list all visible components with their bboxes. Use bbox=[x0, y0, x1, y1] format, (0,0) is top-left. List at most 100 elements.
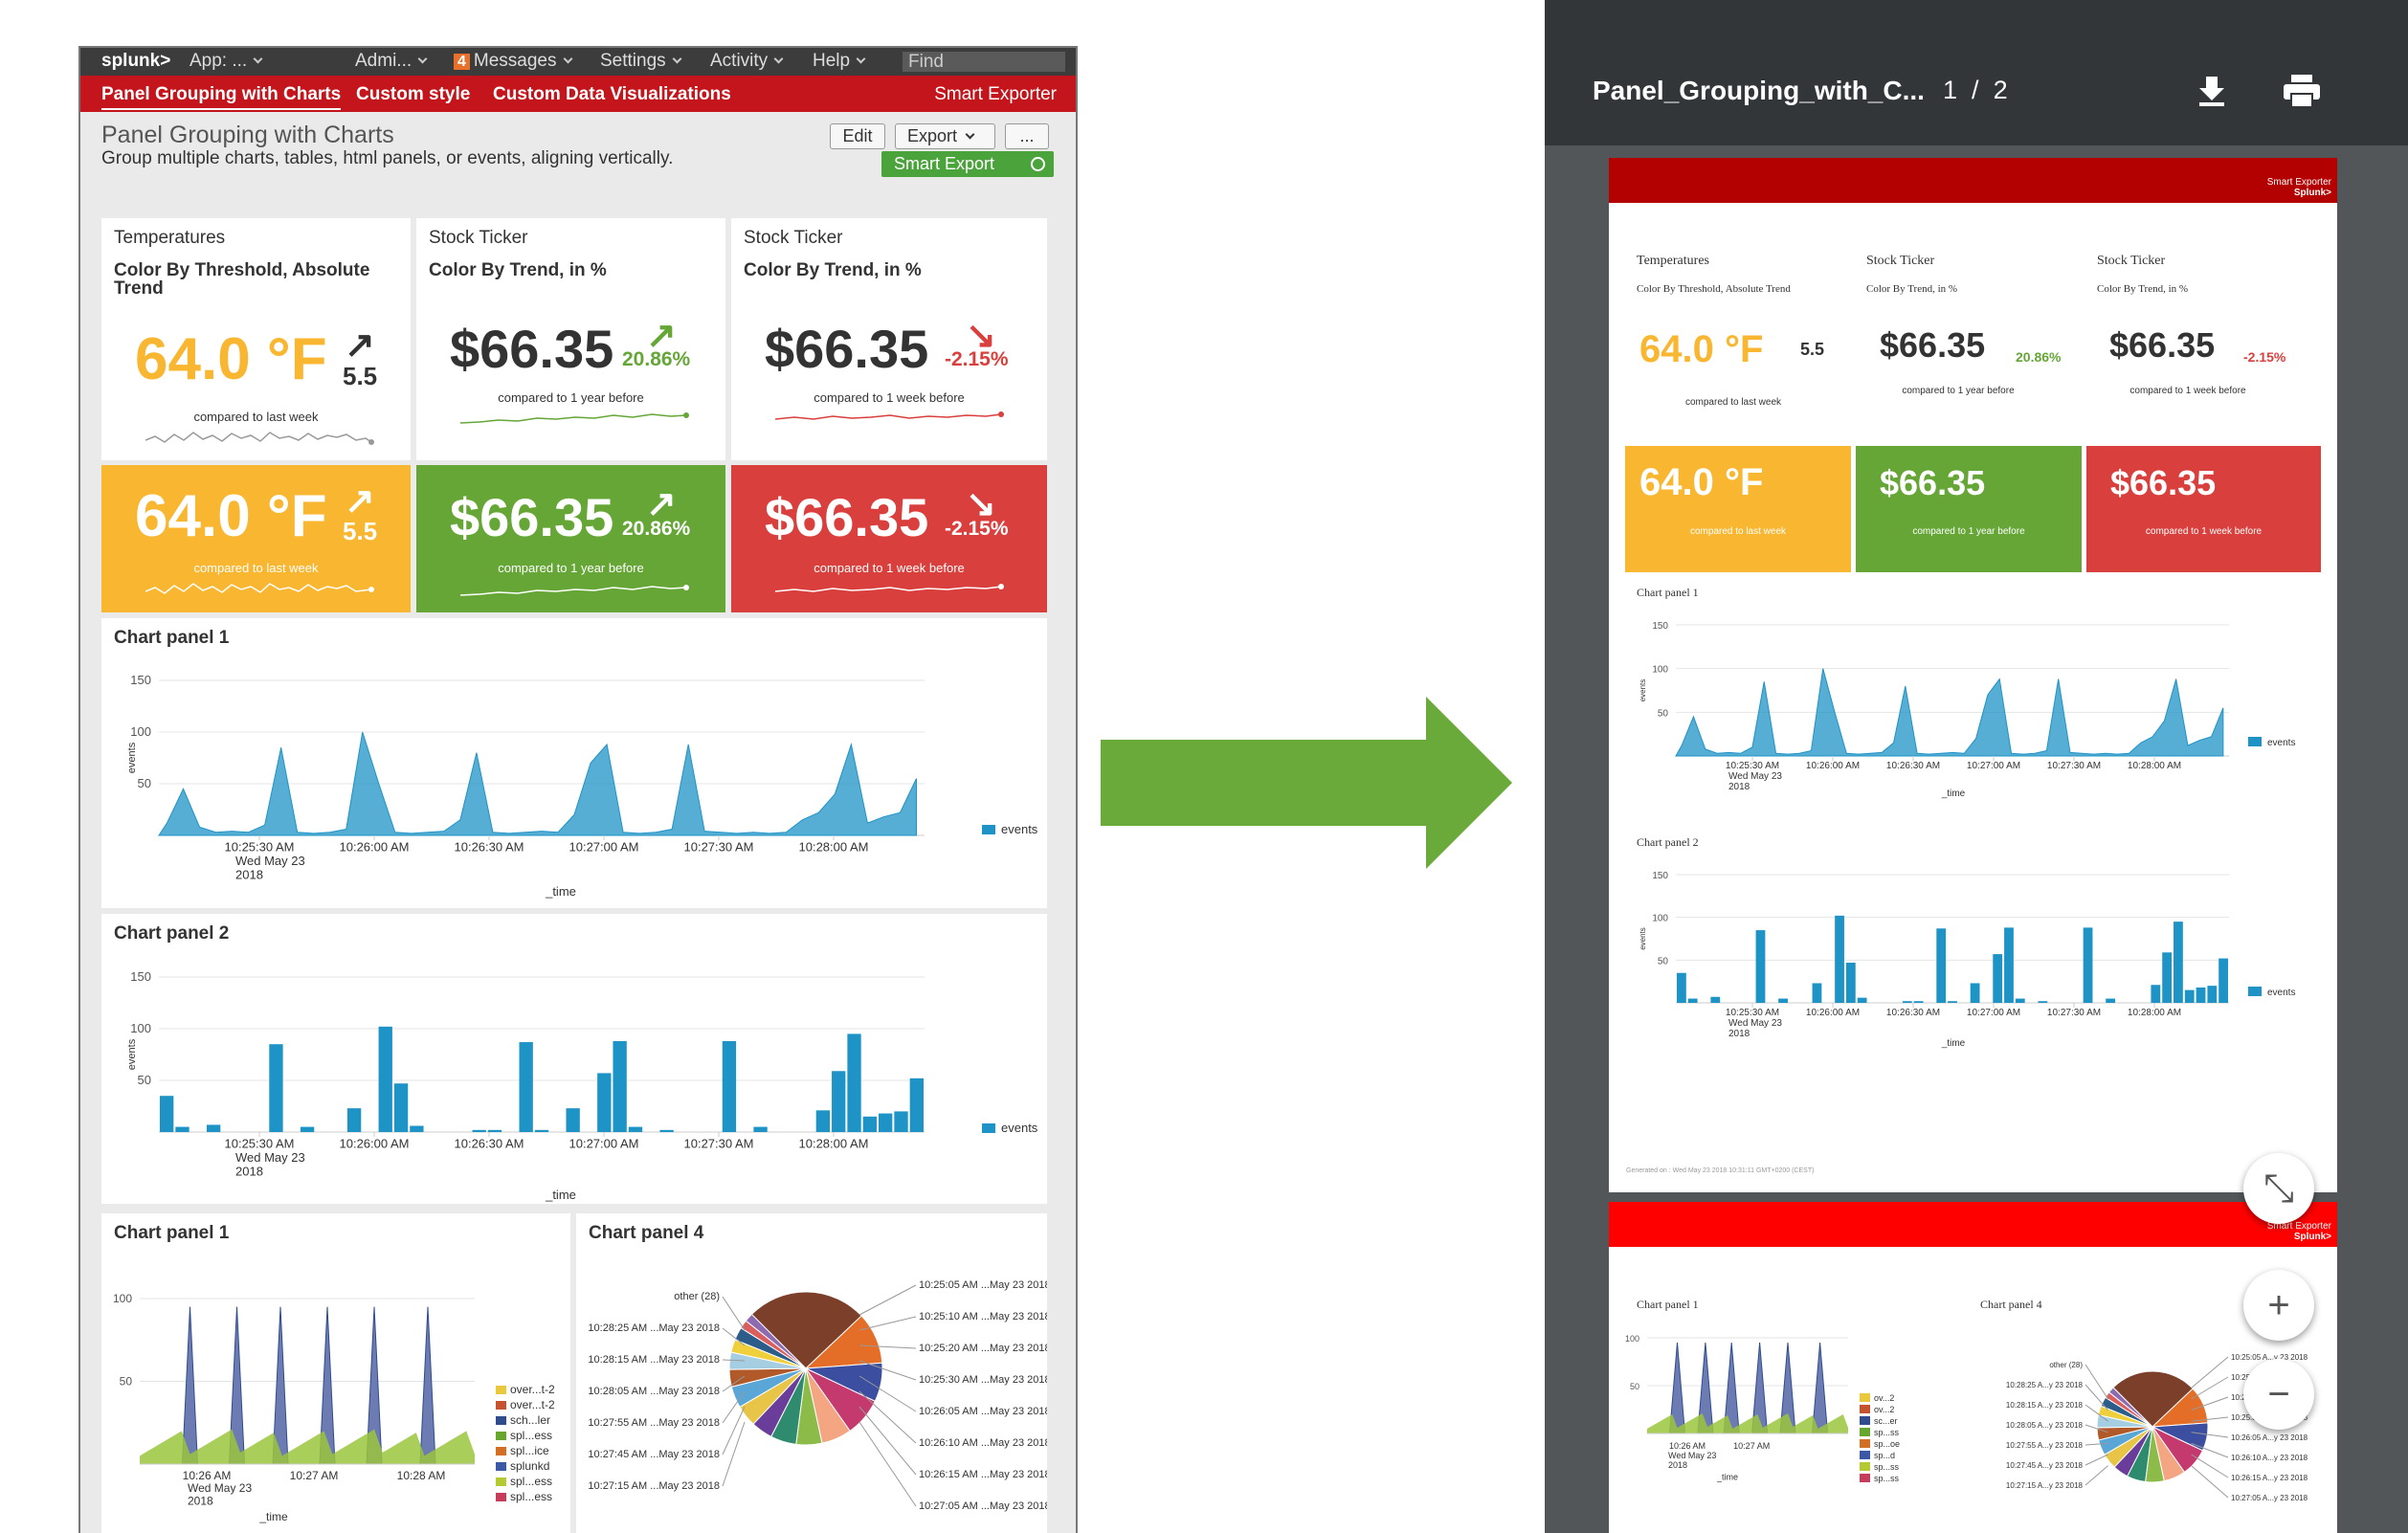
nav-app[interactable]: App: ... bbox=[190, 51, 263, 72]
bar bbox=[613, 1040, 627, 1132]
x-tick-label: 10:27:00 AM bbox=[1967, 761, 2020, 771]
legend-label: spl...ess bbox=[510, 1475, 552, 1488]
legend-swatch bbox=[1860, 1393, 1870, 1402]
panel-subtitle: Color By Threshold, Absolute Trend bbox=[1637, 283, 1791, 295]
tab-custom-style[interactable]: Custom style bbox=[356, 84, 471, 104]
chevron-down-icon bbox=[672, 54, 682, 64]
pie-leader bbox=[2191, 1465, 2229, 1499]
export-button[interactable]: Export bbox=[895, 123, 995, 149]
zoom-in-button[interactable]: + bbox=[2243, 1270, 2314, 1341]
bar bbox=[1902, 1001, 1912, 1003]
panel-subtitle: Color By Trend, in % bbox=[429, 260, 607, 280]
bar bbox=[1677, 972, 1686, 1003]
page-title: Panel Grouping with Charts bbox=[101, 122, 394, 148]
nav-admin[interactable]: Admi... bbox=[355, 51, 428, 72]
sparkline bbox=[145, 583, 374, 594]
x-tick-label: 10:27:00 AM bbox=[569, 1137, 639, 1151]
nav-messages[interactable]: 4 Messages bbox=[454, 51, 572, 72]
y-tick-label: 100 bbox=[1652, 914, 1668, 924]
bar bbox=[894, 1111, 908, 1132]
y-tick-label: 150 bbox=[1652, 871, 1668, 881]
area-series-events bbox=[158, 731, 917, 836]
smart-exporter-label[interactable]: Smart Exporter bbox=[934, 84, 1057, 104]
pie-leader bbox=[2191, 1356, 2229, 1389]
tab-custom-data-viz[interactable]: Custom Data Visualizations bbox=[493, 84, 731, 104]
pie-label: 10:26:05 AM ...May 23 2018 bbox=[919, 1406, 1047, 1417]
edit-button[interactable]: Edit bbox=[830, 123, 885, 149]
x-tick-sublabel: 2018 bbox=[1668, 1460, 1687, 1470]
splunk-topbar: splunk> App: ... Admi... 4 Messages Setti… bbox=[80, 48, 1076, 76]
bar bbox=[2004, 927, 2014, 1003]
smart-export-button[interactable]: Smart Export bbox=[881, 151, 1054, 177]
chart-title: Chart panel 4 bbox=[589, 1223, 704, 1243]
single-value: $66.35 bbox=[765, 487, 929, 547]
area-chart: 150 100 50 10:25:30 AM 10:26:00 AM 10:26:30 A… bbox=[126, 673, 1038, 899]
pie-label: 10:28:05 A...y 23 2018 bbox=[2006, 1421, 2084, 1430]
trend-delta: -2.15% bbox=[2243, 349, 2286, 365]
splunk-logo[interactable]: splunk> bbox=[101, 51, 171, 71]
print-icon[interactable] bbox=[2284, 75, 2320, 107]
pdf-filename: Panel_Grouping_with_C... bbox=[1593, 76, 1925, 105]
trend-delta: -2.15% bbox=[945, 518, 1009, 540]
trend-down-icon: ↘ bbox=[966, 316, 996, 356]
pie-leader bbox=[2085, 1454, 2108, 1466]
pie-leader bbox=[2191, 1416, 2229, 1422]
trend-delta: 20.86% bbox=[622, 518, 691, 540]
more-button[interactable]: ... bbox=[1005, 123, 1049, 149]
nav-activity[interactable]: Activity bbox=[710, 51, 784, 72]
x-tick-label: 10:27:30 AM bbox=[684, 840, 754, 855]
x-tick-sublabel: 2018 bbox=[235, 1164, 263, 1178]
tab-panel-grouping[interactable]: Panel Grouping with Charts bbox=[101, 84, 342, 110]
nav-help[interactable]: Help bbox=[813, 51, 866, 72]
bar bbox=[1755, 930, 1766, 1003]
legend-swatch bbox=[1860, 1462, 1870, 1471]
trend-delta: 20.86% bbox=[2016, 349, 2062, 365]
bar bbox=[160, 1096, 174, 1132]
legend-swatch bbox=[496, 1386, 506, 1394]
chevron-down-icon bbox=[965, 129, 975, 140]
pie-label: 10:27:15 A...y 23 2018 bbox=[2006, 1481, 2084, 1490]
panel-title: Stock Ticker bbox=[2097, 254, 2166, 268]
x-tick-label: 10:25:30 AM bbox=[225, 1137, 295, 1151]
sv-temperatures-colored: 64.0 °F ↗ 5.5 compared to last week bbox=[101, 465, 411, 612]
chart-title: Chart panel 1 bbox=[114, 628, 230, 648]
sv-temperatures: Temperatures Color By Threshold, Absolut… bbox=[101, 218, 411, 460]
chart-title: Chart panel 1 bbox=[1637, 1298, 1699, 1311]
y-tick-label: 50 bbox=[1658, 956, 1669, 966]
compare-text: compared to 1 year before bbox=[1902, 386, 2015, 396]
zoom-fit-button[interactable]: ⤡ bbox=[2243, 1153, 2314, 1224]
trend-down-icon: ↘ bbox=[966, 484, 996, 524]
pie-label: 10:27:05 AM ...May 23 2018 bbox=[919, 1500, 1047, 1512]
clock-icon bbox=[1031, 157, 1045, 171]
y-axis-title: events bbox=[1639, 927, 1647, 950]
download-icon[interactable] bbox=[2196, 75, 2228, 107]
single-value: 64.0 °F bbox=[135, 483, 327, 549]
legend-swatch bbox=[496, 1432, 506, 1440]
pie-leader bbox=[858, 1390, 917, 1444]
pie-chart: other (28) 10:28:25 A...y 23 2018 10:28:15… bbox=[2006, 1353, 2308, 1502]
pie-label: 10:28:15 A...y 23 2018 bbox=[2006, 1401, 2084, 1410]
pie-leader bbox=[858, 1421, 917, 1507]
single-value: 64.0 °F bbox=[135, 326, 327, 392]
legend-swatch bbox=[496, 1477, 506, 1486]
bar bbox=[1687, 998, 1698, 1003]
bar bbox=[1913, 1001, 1924, 1003]
pie-label: 10:25:10 AM ...May 23 2018 bbox=[919, 1311, 1047, 1322]
bar bbox=[269, 1044, 283, 1132]
arrow-right-icon bbox=[1101, 697, 1512, 869]
panel-subtitle: Color By Threshold, Absolute Trend bbox=[114, 260, 370, 299]
nav-settings[interactable]: Settings bbox=[600, 51, 682, 72]
sv-stock-ticker-2-colored: $66.35 compared to 1 week before bbox=[2086, 446, 2321, 572]
bar bbox=[300, 1126, 315, 1132]
pie-leader bbox=[2191, 1376, 2229, 1400]
bar bbox=[472, 1129, 486, 1132]
x-tick-label: 10:27 AM bbox=[1733, 1441, 1770, 1451]
y-tick-label: 50 bbox=[138, 776, 151, 790]
bar bbox=[862, 1116, 878, 1132]
sparkline bbox=[460, 585, 689, 596]
legend-swatch bbox=[1860, 1439, 1870, 1448]
compare-text: compared to 1 week before bbox=[814, 561, 965, 575]
x-axis-title: _time bbox=[1941, 789, 1966, 799]
find-input[interactable]: Find bbox=[903, 52, 1065, 72]
zoom-out-button[interactable]: − bbox=[2243, 1359, 2314, 1430]
